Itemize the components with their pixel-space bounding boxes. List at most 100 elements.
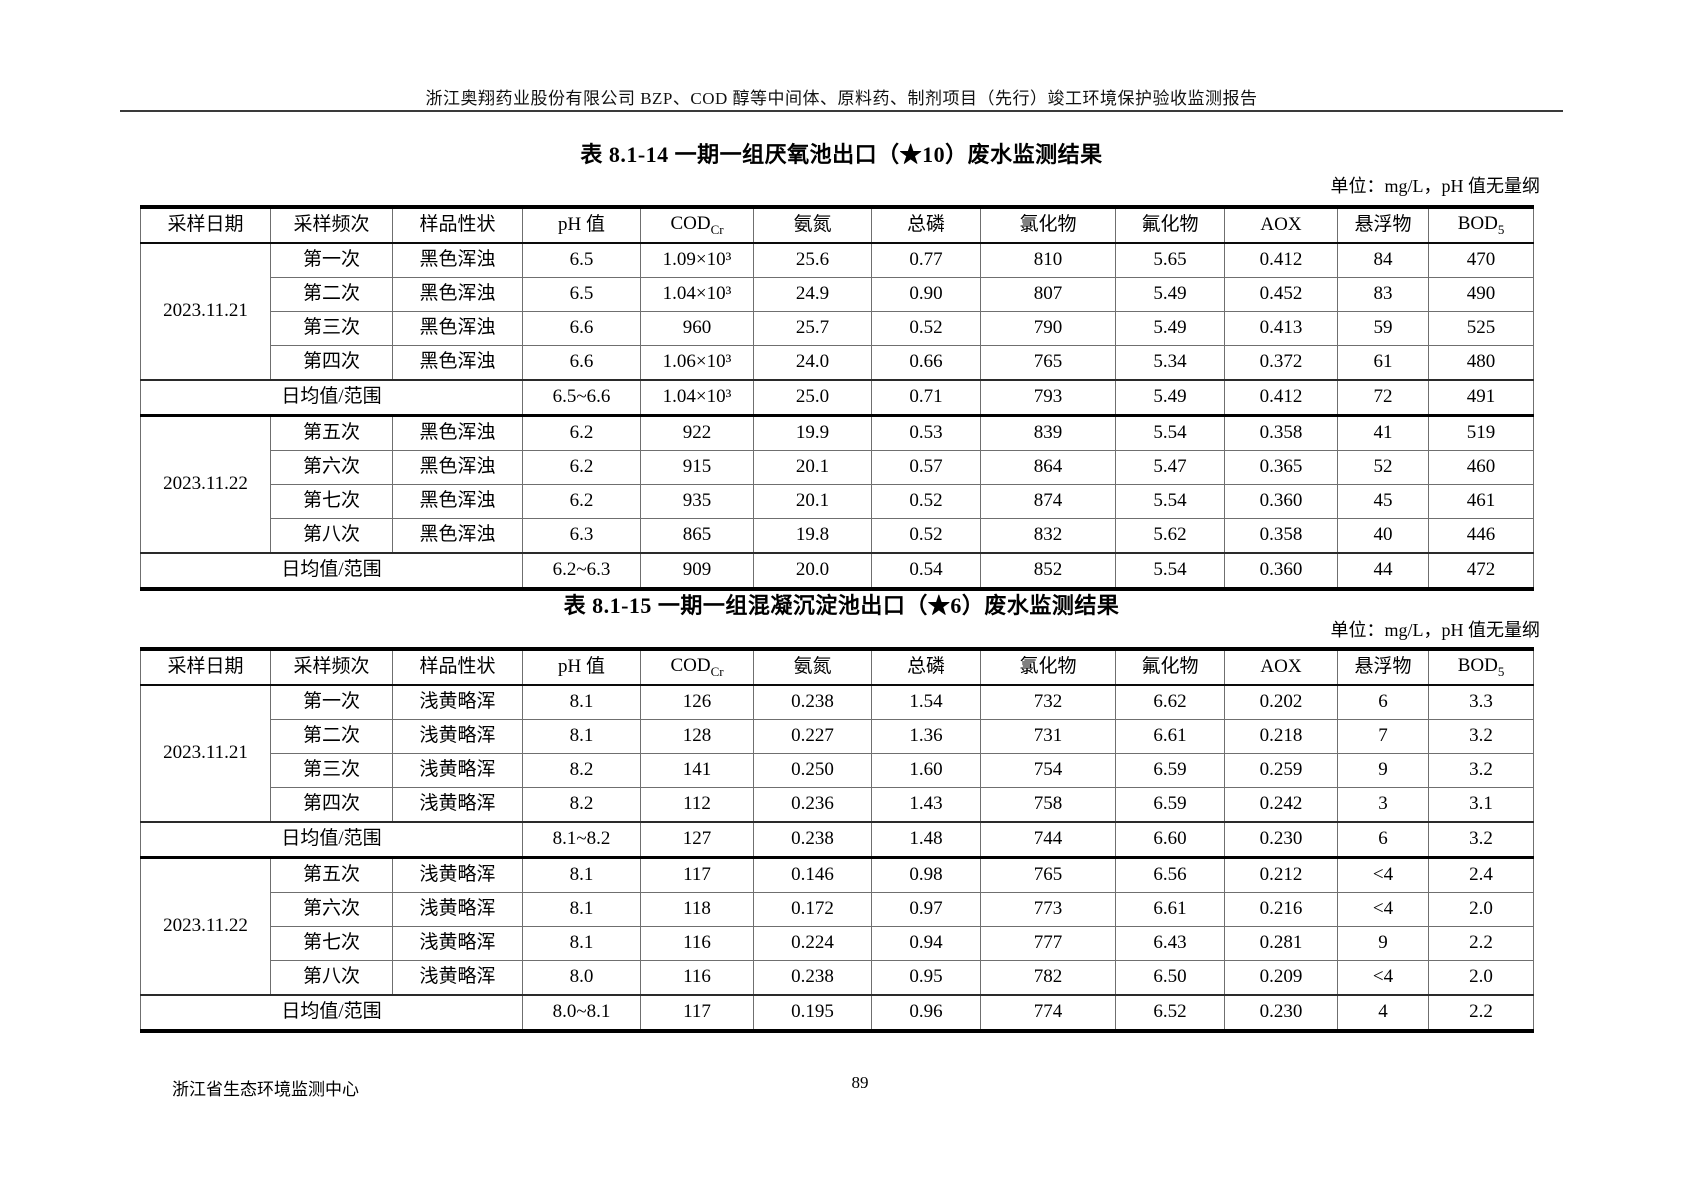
value-cell: 0.250 [753,753,872,788]
column-header: AOX [1224,648,1338,686]
sample-appearance-cell: 黑色浑浊 [392,345,523,381]
value-cell: 461 [1428,484,1534,519]
value-cell: 0.365 [1224,450,1338,485]
column-header: 氯化物 [980,648,1116,686]
value-cell: 5.54 [1115,415,1225,451]
value-cell: 19.8 [753,518,872,554]
sampling-date-cell: 2023.11.22 [140,857,271,996]
sample-appearance-cell: 黑色浑浊 [392,311,523,346]
wastewater-table-coagulation-outlet: 采样日期 采样频次 样品性状 pH 值 CODCr 氨氮 总磷 氯化物 氟化物 AOX 悬浮物 BOD… [140,647,1534,1033]
value-cell: 0.412 [1224,379,1338,417]
sample-row: 第八次 浅黄略浑 8.0 116 0.238 0.95 782 6.50 0.209 <4 2.0 [141,960,1534,996]
sample-row: 2023.11.21 第一次 黑色浑浊 6.5 1.09×10³ 25.6 0.77 810 5… [140,242,1534,381]
column-header: 氯化物 [980,206,1116,244]
column-header: 采样日期 [140,648,271,686]
value-cell: 2.2 [1428,926,1534,961]
value-cell: 24.9 [753,277,872,312]
value-cell: 460 [1428,450,1534,485]
value-cell: 0.96 [871,994,981,1033]
value-cell: 116 [640,926,754,961]
daily-average-label-cell: 日均值/范围 [140,821,523,859]
sample-row: 第二次 黑色浑浊 6.5 1.04×10³ 24.9 0.90 807 5.49 0.452 83… [141,277,1534,312]
value-cell: 44 [1337,552,1429,591]
value-cell: 0.238 [753,960,872,996]
sample-appearance-cell: 浅黄略浑 [392,892,523,927]
column-header: 氨氮 [753,648,872,686]
value-cell: 0.90 [871,277,981,312]
value-cell: 25.6 [753,242,872,278]
value-cell: 0.202 [1224,684,1338,720]
value-cell: 5.47 [1115,450,1225,485]
value-cell: 8.1 [522,926,641,961]
value-cell: 8.1 [522,719,641,754]
sample-appearance-cell: 浅黄略浑 [392,719,523,754]
table-header-row: 采样日期 采样频次 样品性状 pH 值 CODCr 氨氮 总磷 氯化物 氟化物 AOX 悬浮物 BOD… [140,206,1534,244]
value-cell: 117 [640,857,754,893]
value-cell: 446 [1428,518,1534,554]
column-header: 采样频次 [270,206,393,244]
value-cell: 117 [640,994,754,1033]
sample-appearance-cell: 黑色浑浊 [392,518,523,554]
value-cell: 19.9 [753,415,872,451]
value-cell: 141 [640,753,754,788]
sampling-frequency-cell: 第四次 [270,345,393,381]
table-1-title: 表 8.1-14 一期一组厌氧池出口（★10）废水监测结果 [580,142,1103,167]
value-cell: 1.04×10³ [640,277,754,312]
value-cell: 1.06×10³ [640,345,754,381]
value-cell: 1.43 [871,787,981,823]
sample-row: 第七次 黑色浑浊 6.2 935 20.1 0.52 874 5.54 0.360 45 461 [141,484,1534,519]
value-cell: 864 [980,450,1116,485]
sample-row: 2023.11.22 第五次 浅黄略浑 8.1 117 0.146 0.98 765 6.56 0… [140,857,1534,996]
value-cell: 793 [980,379,1116,417]
sample-appearance-cell: 浅黄略浑 [392,753,523,788]
value-cell: 758 [980,787,1116,823]
column-header: AOX [1224,206,1338,244]
value-cell: 744 [980,821,1116,859]
value-cell: 8.2 [522,753,641,788]
value-cell: 8.2 [522,787,641,823]
value-cell: 0.360 [1224,484,1338,519]
value-cell: 40 [1337,518,1429,554]
sample-appearance-cell: 浅黄略浑 [392,684,523,720]
wastewater-table-anaerobic-outlet: 采样日期 采样频次 样品性状 pH 值 CODCr 氨氮 总磷 氯化物 氟化物 AOX 悬浮物 BOD… [140,205,1534,591]
value-cell: 9 [1337,926,1429,961]
value-cell: 922 [640,415,754,451]
value-cell: 118 [640,892,754,927]
value-cell: <4 [1337,857,1429,893]
value-cell: 774 [980,994,1116,1033]
value-cell: 0.52 [871,518,981,554]
value-cell: 0.95 [871,960,981,996]
value-cell: 0.77 [871,242,981,278]
sample-row: 2023.11.21 第一次 浅黄略浑 8.1 126 0.238 1.54 732 6.62 0… [140,684,1534,823]
sample-appearance-cell: 黑色浑浊 [392,415,523,451]
value-cell: 0.54 [871,552,981,591]
sample-row: 第七次 浅黄略浑 8.1 116 0.224 0.94 777 6.43 0.281 9 2.2 [141,926,1534,961]
value-cell: 61 [1337,345,1429,381]
value-cell: 5.49 [1115,277,1225,312]
sample-row: 第四次 浅黄略浑 8.2 112 0.236 1.43 758 6.59 0.242 3 3.1 [141,787,1534,823]
sampling-frequency-cell: 第一次 [270,242,393,278]
sampling-frequency-cell: 第六次 [270,450,393,485]
table-header-row: 采样日期 采样频次 样品性状 pH 值 CODCr 氨氮 总磷 氯化物 氟化物 AOX 悬浮物 BOD… [140,648,1534,686]
value-cell: 84 [1337,242,1429,278]
value-cell: 909 [640,552,754,591]
value-cell: 8.1 [522,857,641,893]
value-cell: 3.2 [1428,719,1534,754]
value-cell: 128 [640,719,754,754]
value-cell: 2.4 [1428,857,1534,893]
value-cell: 20.1 [753,484,872,519]
value-cell: 0.238 [753,821,872,859]
column-header: 总磷 [871,648,981,686]
value-cell: 25.7 [753,311,872,346]
daily-average-row: 日均值/范围 6.5~6.6 1.04×10³ 25.0 0.71 793 5.49 0.41… [140,379,1534,417]
sampling-frequency-cell: 第七次 [270,484,393,519]
value-cell: 5.65 [1115,242,1225,278]
sampling-date-cell: 2023.11.21 [140,684,271,823]
footer-organization: 浙江省生态环境监测中心 [172,1080,359,1099]
value-cell: 0.281 [1224,926,1338,961]
value-cell: 470 [1428,242,1534,278]
value-cell: 5.54 [1115,484,1225,519]
value-cell: 6.60 [1115,821,1225,859]
sample-appearance-cell: 黑色浑浊 [392,484,523,519]
value-cell: 6.2 [522,450,641,485]
